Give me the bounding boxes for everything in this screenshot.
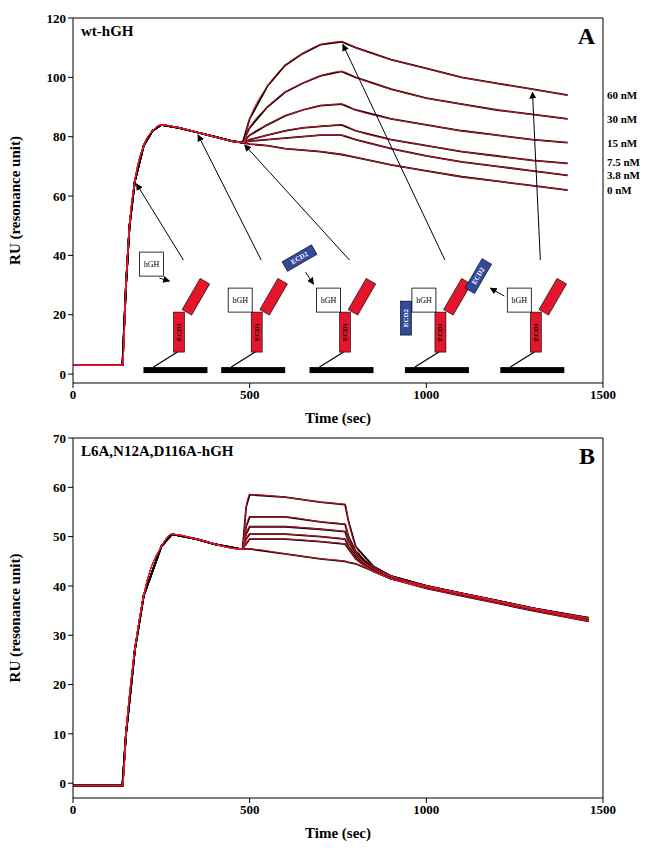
svg-text:0: 0 [60, 776, 67, 791]
svg-text:15 nM: 15 nM [607, 137, 638, 149]
svg-text:50: 50 [53, 529, 66, 544]
svg-text:40: 40 [53, 248, 66, 263]
svg-text:1000: 1000 [413, 802, 439, 817]
svg-text:120: 120 [47, 11, 67, 26]
svg-text:10: 10 [53, 727, 66, 742]
svg-text:RU (resonance unit): RU (resonance unit) [8, 136, 24, 265]
svg-text:hGH: hGH [321, 296, 337, 305]
svg-text:Time (sec): Time (sec) [305, 410, 371, 427]
svg-text:hGH: hGH [144, 260, 160, 269]
svg-text:1500: 1500 [590, 802, 616, 817]
svg-text:ECD1: ECD1 [341, 322, 349, 341]
svg-text:60: 60 [53, 189, 66, 204]
svg-text:ECD1: ECD1 [175, 322, 183, 341]
svg-text:B: B [579, 443, 595, 469]
svg-text:30: 30 [53, 628, 66, 643]
svg-text:ECD1: ECD1 [532, 322, 540, 341]
svg-text:7.5 nM: 7.5 nM [607, 156, 641, 168]
svg-text:60 nM: 60 nM [607, 89, 638, 101]
svg-text:70: 70 [53, 431, 66, 446]
svg-text:80: 80 [53, 129, 66, 144]
svg-text:20: 20 [53, 677, 66, 692]
svg-text:RU (resonance unit): RU (resonance unit) [8, 554, 24, 683]
svg-text:1000: 1000 [413, 387, 439, 402]
svg-text:1500: 1500 [590, 387, 616, 402]
svg-text:hGH: hGH [232, 296, 248, 305]
svg-text:ECD2: ECD2 [470, 266, 486, 286]
svg-text:hGH: hGH [512, 296, 528, 305]
svg-text:wt-hGH: wt-hGH [81, 23, 134, 39]
svg-text:3.8 nM: 3.8 nM [607, 169, 641, 181]
svg-text:ECD2: ECD2 [290, 250, 310, 266]
svg-text:hGH: hGH [416, 296, 432, 305]
svg-text:ECD1: ECD1 [436, 322, 444, 341]
svg-text:30 nM: 30 nM [607, 113, 638, 125]
svg-text:0: 0 [60, 367, 67, 382]
svg-text:0 nM: 0 nM [607, 184, 632, 196]
svg-text:0: 0 [70, 387, 77, 402]
svg-text:20: 20 [53, 307, 66, 322]
svg-text:0: 0 [70, 802, 77, 817]
svg-text:L6A,N12A,D116A-hGH: L6A,N12A,D116A-hGH [81, 443, 234, 459]
svg-text:60: 60 [53, 480, 66, 495]
svg-text:500: 500 [240, 387, 260, 402]
svg-text:100: 100 [47, 70, 67, 85]
svg-text:ECD1: ECD1 [253, 322, 261, 341]
svg-text:A: A [578, 23, 596, 49]
svg-text:ECD2: ECD2 [402, 308, 410, 327]
svg-text:Time (sec): Time (sec) [305, 825, 371, 842]
svg-text:500: 500 [240, 802, 260, 817]
svg-text:40: 40 [53, 579, 66, 594]
